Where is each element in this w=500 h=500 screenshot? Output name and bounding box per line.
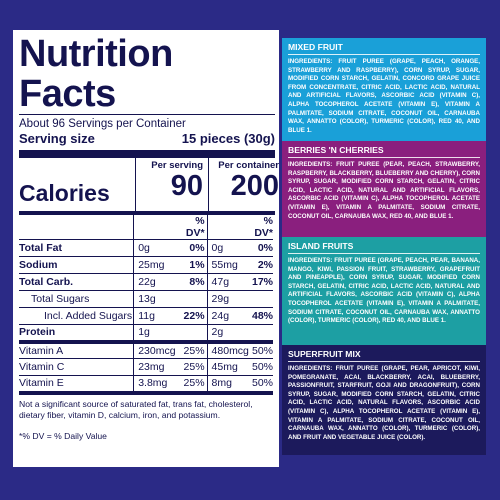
serving-size-label: Serving size (19, 131, 95, 146)
dv-header-row: % DV* % DV* (19, 215, 273, 240)
nutrient-row: Incl. Added Sugars 11g 22% 24g 48% (19, 307, 273, 325)
nutrient-row: Total Sugars 13g 29g (19, 290, 273, 308)
footnote: Not a significant source of saturated fa… (19, 398, 253, 420)
dv-container: 50% (250, 358, 273, 376)
amount-serving: 11g (133, 307, 184, 325)
ingredients-text: Ingredients: Fruit Puree (Grape, Peach, … (288, 257, 480, 325)
calories-label: Calories (19, 180, 110, 206)
amount-serving: 23mg (133, 358, 184, 376)
panel-title: Superfruit Mix (288, 349, 480, 362)
nutrient-name: Vitamin A (19, 341, 134, 359)
dv-serving: 25% (183, 341, 208, 359)
dv-container (250, 290, 273, 308)
dv-serving: 8% (183, 273, 208, 291)
per-container-column: Per container 200 (208, 158, 279, 211)
dv-serving (183, 324, 208, 344)
amount-container: 47g (206, 273, 251, 291)
dv-container: 2% (250, 256, 273, 274)
dv-container: 50% (250, 341, 273, 359)
amount-serving: 25mg (133, 256, 184, 274)
nutrient-name: Total Sugars (31, 293, 90, 305)
nutrient-name: Incl. Added Sugars (44, 310, 133, 322)
nutrient-row: Protein 1g 2g (19, 324, 273, 344)
amount-serving: 1g (133, 324, 184, 344)
panel-title: Island Fruits (288, 241, 480, 254)
servings-per-container: About 96 Servings per Container (19, 118, 186, 130)
amount-container: 29g (206, 290, 251, 308)
nutrient-row: Vitamin C 23mg 25% 45mg 50% (19, 358, 273, 376)
dv-container: 0% (250, 239, 273, 257)
dv-container: 48% (250, 307, 273, 325)
amount-serving: 13g (133, 290, 184, 308)
panel-title: Mixed Fruit (288, 42, 480, 55)
dv-serving: 25% (183, 358, 208, 376)
amount-serving: 230mcg (133, 341, 184, 359)
calories-block: Calories Per serving 90 Per container 20… (19, 158, 279, 211)
calories-per-container: 200 (230, 170, 279, 202)
serving-size-row: Serving size 15 pieces (30g) (19, 131, 275, 146)
serving-size-value: 15 pieces (30g) (181, 131, 275, 146)
nutrient-row: Vitamin A 230mcg 25% 480mcg 50% (19, 341, 273, 359)
per-container-header: Per container (218, 160, 279, 171)
panel-superfruit-mix: Superfruit Mix Ingredients: Fruit Puree … (282, 345, 486, 455)
nutrition-facts-label: Nutrition Facts About 96 Servings per Co… (13, 30, 279, 467)
panel-berries-n-cherries: Berries 'N Cherries Ingredients: Fruit P… (282, 141, 486, 237)
nutrient-name: Sodium (19, 256, 134, 274)
calories-per-serving: 90 (170, 170, 203, 202)
nutrient-row: Sodium 25mg 1% 55mg 2% (19, 256, 273, 274)
nutrient-name: Total Fat (19, 239, 134, 257)
amount-container: 2g (206, 324, 251, 344)
nutrient-name: Total Carb. (19, 273, 134, 291)
dv-container: 50% (250, 375, 273, 395)
amount-serving: 0g (133, 239, 184, 257)
per-serving-header: Per serving (151, 160, 203, 171)
ingredients-text: Ingredients: Fruit Puree (Grape, Pear, A… (288, 365, 480, 441)
panel-title: Berries 'N Cherries (288, 145, 480, 158)
nutrient-name: Vitamin C (19, 358, 134, 376)
panel-island-fruits: Island Fruits Ingredients: Fruit Puree (… (282, 237, 486, 345)
divider (19, 114, 275, 115)
nutrition-facts-title: Nutrition Facts (19, 33, 173, 115)
dv-header: % DV* (250, 215, 273, 240)
dv-serving: 22% (183, 307, 208, 325)
amount-serving: 22g (133, 273, 184, 291)
dv-container (250, 324, 273, 344)
amount-container: 55mg (206, 256, 251, 274)
amount-container: 24g (206, 307, 251, 325)
nutrient-name: Protein (19, 324, 134, 344)
dv-header: % DV* (183, 215, 208, 240)
dv-serving: 1% (183, 256, 208, 274)
amount-container: 45mg (206, 358, 251, 376)
amount-serving: 3.8mg (133, 375, 184, 395)
ingredients-text: Ingredients: Fruit Puree (Pear, Peach, S… (288, 161, 480, 220)
nutrient-row: Total Carb. 22g 8% 47g 17% (19, 273, 273, 291)
nutrient-name: Vitamin E (19, 375, 134, 395)
ingredients-text: Ingredients: Fruit Puree (Grape, Peach, … (288, 58, 480, 134)
dv-serving: 25% (183, 375, 208, 395)
panel-mixed-fruit: Mixed Fruit Ingredients: Fruit Puree (Gr… (282, 38, 486, 141)
dv-container: 17% (250, 273, 273, 291)
thick-divider (19, 150, 275, 158)
dv-serving (183, 290, 208, 308)
nutrient-table: % DV* % DV* Total Fat 0g 0% 0g 0% Sodium… (19, 215, 273, 395)
nutrient-row: Vitamin E 3.8mg 25% 8mg 50% (19, 375, 273, 395)
medium-divider (19, 211, 275, 215)
dv-note: *% DV = % Daily Value (19, 430, 107, 441)
dv-serving: 0% (183, 239, 208, 257)
per-serving-column: Per serving 90 (135, 158, 203, 211)
nutrient-row: Total Fat 0g 0% 0g 0% (19, 239, 273, 257)
amount-container: 8mg (206, 375, 251, 395)
amount-container: 0g (206, 239, 251, 257)
amount-container: 480mcg (206, 341, 251, 359)
